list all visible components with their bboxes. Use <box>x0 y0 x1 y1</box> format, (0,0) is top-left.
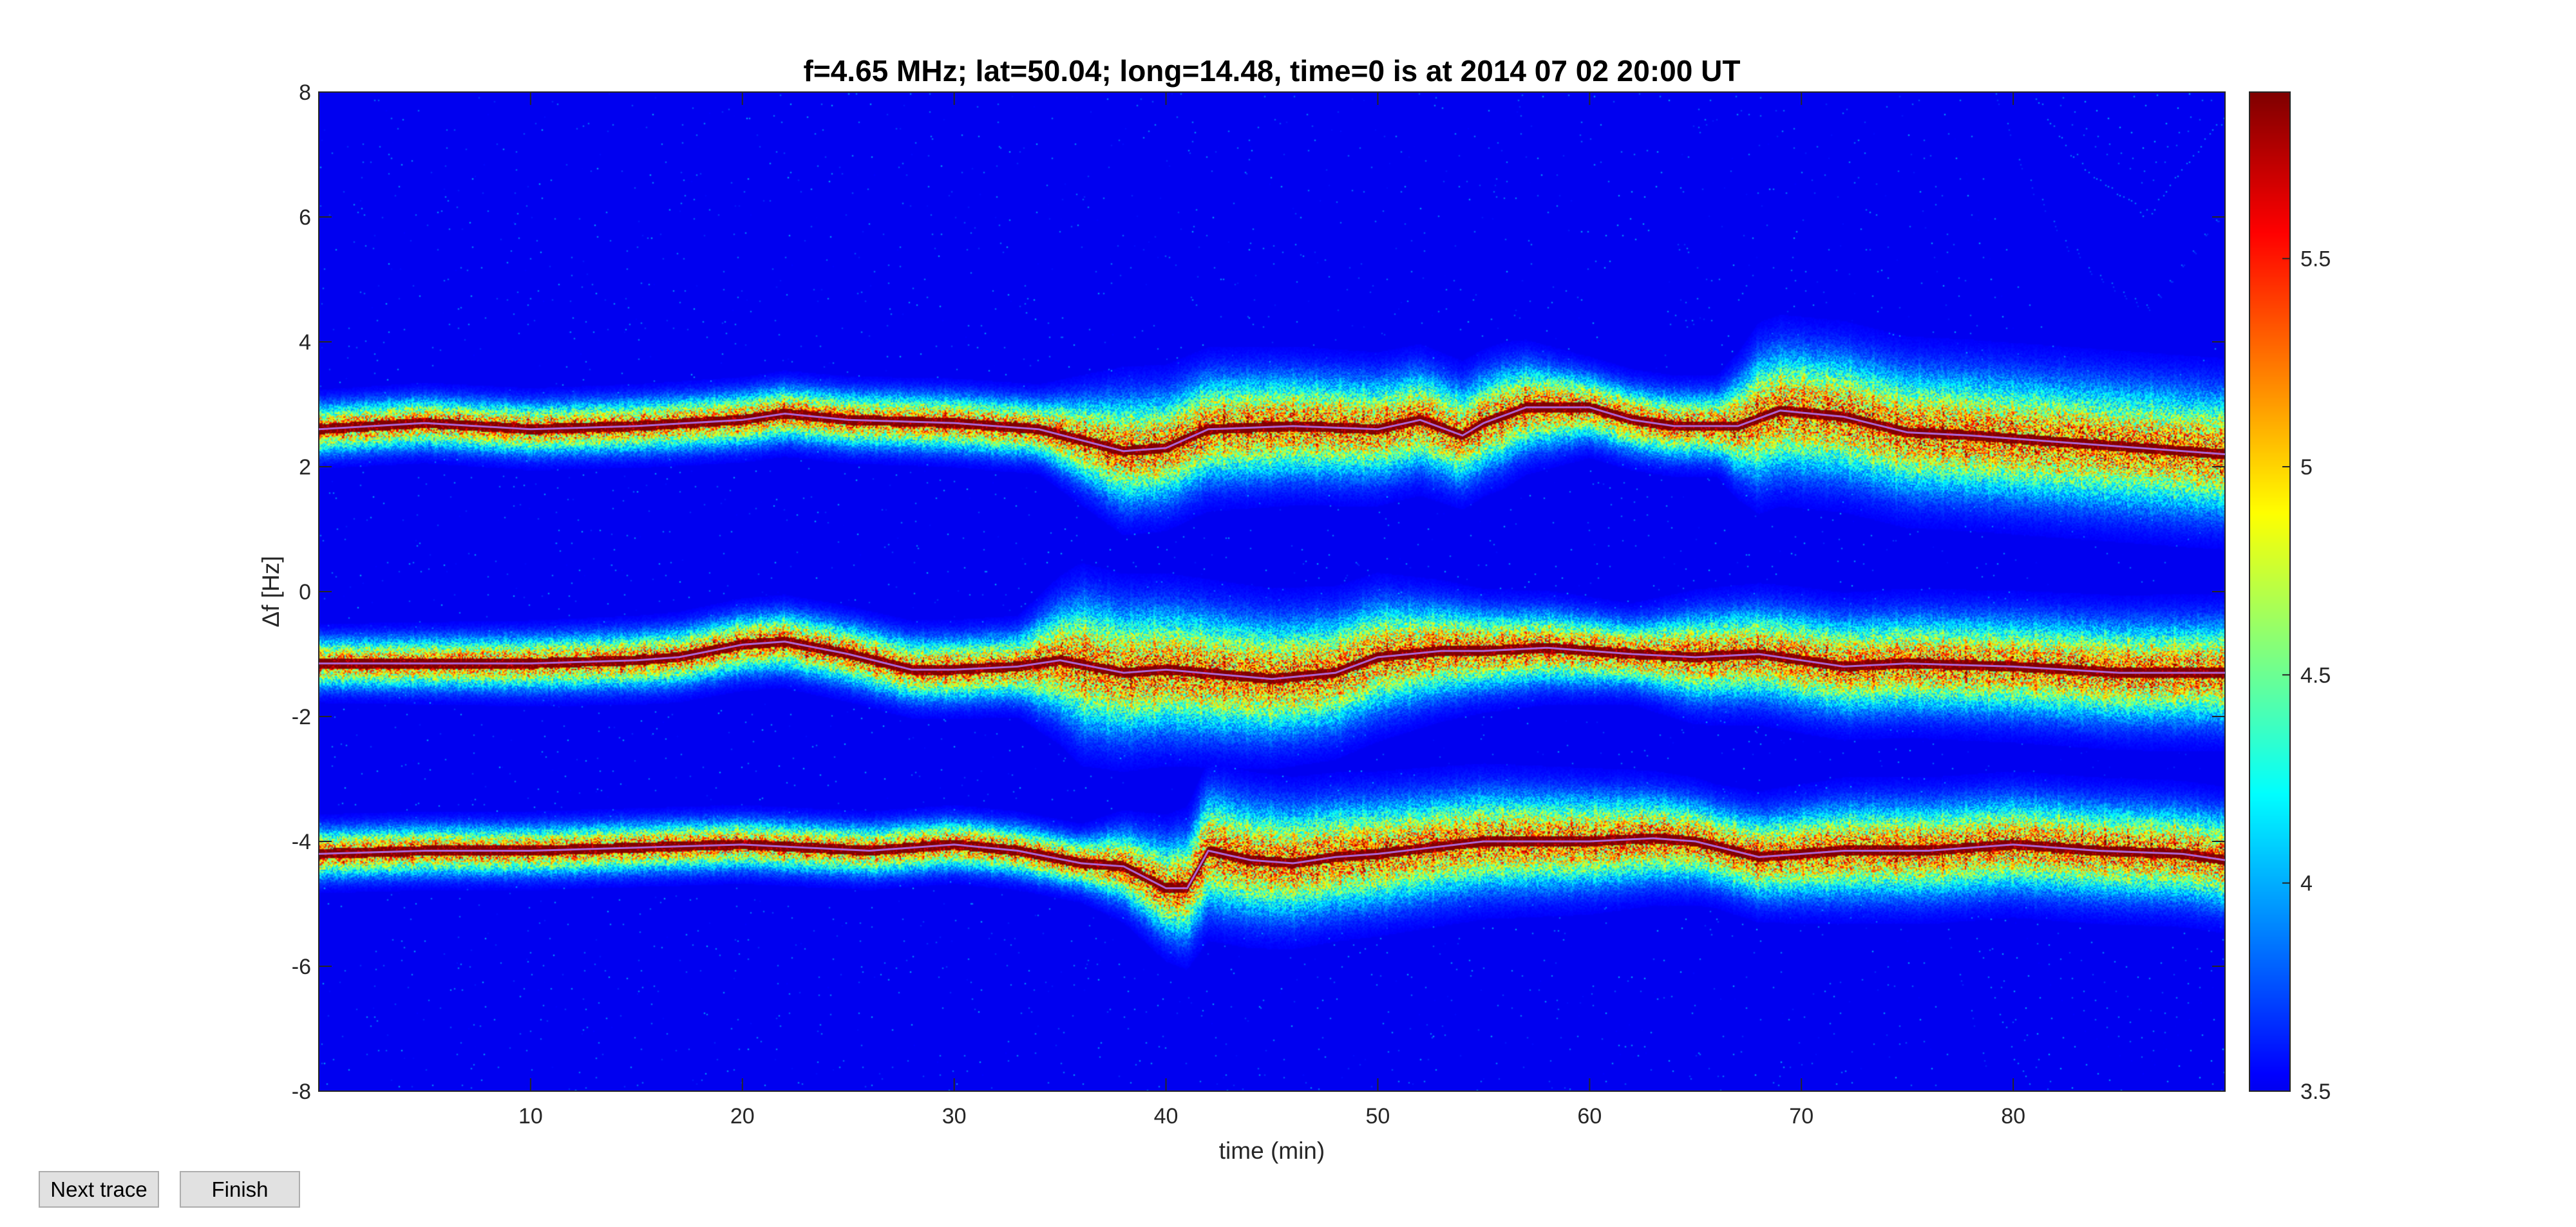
x-tick-label: 10 <box>518 1104 543 1129</box>
y-tick-label: 8 <box>299 80 311 105</box>
x-tick-label: 50 <box>1366 1104 1390 1129</box>
y-tick-label: -4 <box>292 830 311 854</box>
x-tick-label: 80 <box>2001 1104 2025 1129</box>
x-axis-label: time (min) <box>1219 1138 1325 1164</box>
colorbar-tick-label: 5 <box>2300 455 2313 480</box>
y-tick-label: 2 <box>299 455 311 480</box>
colorbar-tick-label: 4 <box>2300 872 2313 896</box>
x-tick-label: 40 <box>1154 1104 1179 1129</box>
next-trace-button[interactable]: Next trace <box>39 1171 159 1208</box>
colorbar-axis: 5.5 5 4.5 4 3.5 <box>2249 91 2331 1104</box>
colorbar-frame <box>2249 91 2291 1092</box>
trace-line <box>318 406 2226 456</box>
y-axis-label: Δf [Hz] <box>258 556 284 627</box>
y-tick-label: 6 <box>299 205 311 230</box>
y-tick-label: -6 <box>292 955 311 979</box>
y-tick-label: 4 <box>299 330 311 355</box>
y-tick-label: 0 <box>299 580 311 604</box>
x-tick-label: 70 <box>1789 1104 1814 1129</box>
x-tick-label: 20 <box>730 1104 755 1129</box>
plot-frame <box>318 91 2226 1092</box>
x-tick-label: 30 <box>942 1104 967 1129</box>
chart-title: f=4.65 MHz; lat=50.04; long=14.48, time=… <box>804 54 1741 88</box>
x-tick-label: 60 <box>1577 1104 1602 1129</box>
colorbar-tick-label: 3.5 <box>2300 1080 2331 1104</box>
traces <box>318 406 2226 890</box>
colorbar-tick-label: 5.5 <box>2300 247 2331 272</box>
trace-line <box>319 641 2225 680</box>
colorbar-tick-label: 4.5 <box>2300 663 2331 688</box>
y-tick-label: -8 <box>292 1080 311 1104</box>
finish-button[interactable]: Finish <box>180 1171 300 1208</box>
y-tick-label: -2 <box>292 705 311 729</box>
spectrogram-image <box>319 92 2225 1091</box>
trace-line <box>318 837 2226 890</box>
